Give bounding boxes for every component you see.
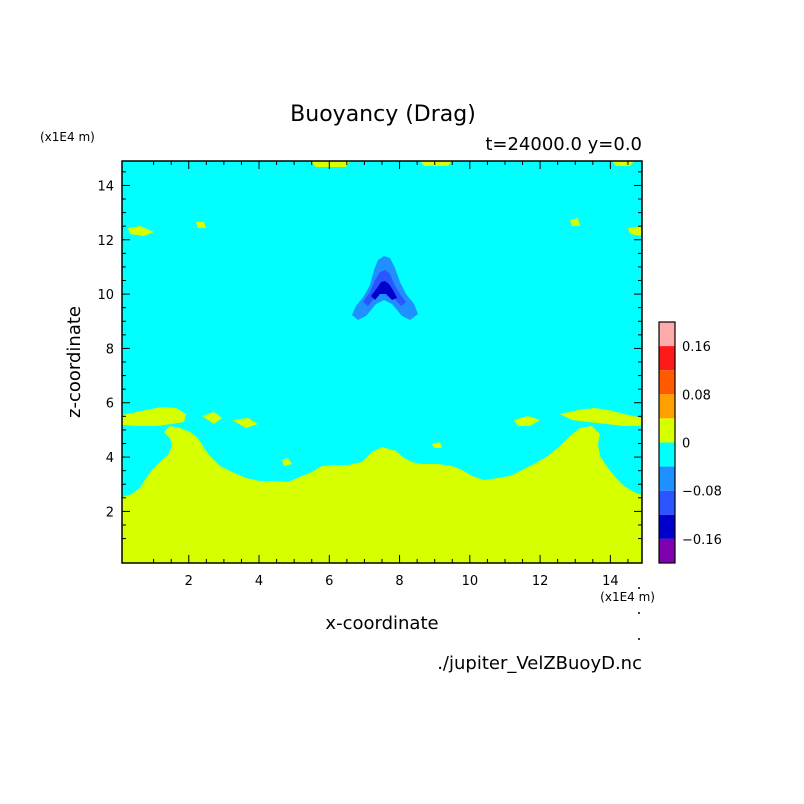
- colorbar-labels: 0.16 0.08 0 −0.08 −0.16: [682, 340, 722, 548]
- colorbar-swatch: [659, 538, 675, 563]
- colorbar-label: −0.08: [682, 485, 722, 500]
- colorbar-label: 0.16: [682, 340, 711, 355]
- x-tick-label: 2: [185, 574, 193, 589]
- x-tick-label: 4: [255, 574, 263, 589]
- colorbar-label: 0: [682, 437, 690, 452]
- y-tick-label: 8: [106, 342, 114, 357]
- y-tick-label: 4: [106, 451, 114, 466]
- colorbar-swatch: [659, 418, 675, 443]
- contour-field: [122, 161, 642, 563]
- marker-dot: [638, 638, 640, 640]
- x-axis-ticks: 2 4 6 8 10 12 14: [153, 161, 629, 589]
- marker-dot: [638, 612, 640, 614]
- marker-dot: [638, 587, 640, 589]
- x-tick-label: 10: [462, 574, 479, 589]
- chart-title: Buoyancy (Drag): [290, 102, 476, 127]
- y-tick-label: 14: [97, 179, 114, 194]
- x-axis-label: x-coordinate: [325, 613, 438, 634]
- lower-layer-region: [122, 161, 642, 563]
- y-tick-label: 2: [106, 505, 114, 520]
- colorbar: [658, 321, 676, 564]
- chart-subtitle: t=24000.0 y=0.0: [485, 134, 642, 155]
- colorbar-swatch: [659, 490, 675, 515]
- x-tick-label: 14: [602, 574, 619, 589]
- y-axis-ticks: 2 4 6 8 10 12 14: [97, 171, 642, 540]
- plume-core-region: [371, 281, 397, 300]
- y-tick-label: 10: [97, 288, 114, 303]
- y-tick-label: 6: [106, 397, 114, 412]
- colorbar-swatch: [659, 394, 675, 419]
- source-filename: ./jupiter_VelZBuoyD.nc: [437, 653, 642, 674]
- colorbar-swatch: [659, 346, 675, 371]
- colorbar-label: −0.16: [682, 533, 722, 548]
- colorbar-swatch: [659, 466, 675, 491]
- colorbar-swatch: [659, 370, 675, 395]
- x-tick-label: 8: [395, 574, 403, 589]
- y-axis-label: z-coordinate: [64, 306, 85, 418]
- colorbar-label: 0.08: [682, 388, 711, 403]
- y-tick-label: 12: [97, 234, 114, 249]
- x-tick-label: 6: [325, 574, 333, 589]
- x-tick-label: 12: [532, 574, 549, 589]
- colorbar-swatch: [659, 514, 675, 539]
- y-unit-label: (x1E4 m): [40, 130, 95, 144]
- colorbar-swatch: [659, 442, 675, 467]
- x-unit-label: (x1E4 m): [600, 590, 655, 604]
- colorbar-frame: [658, 321, 676, 564]
- colorbar-swatch: [659, 322, 675, 347]
